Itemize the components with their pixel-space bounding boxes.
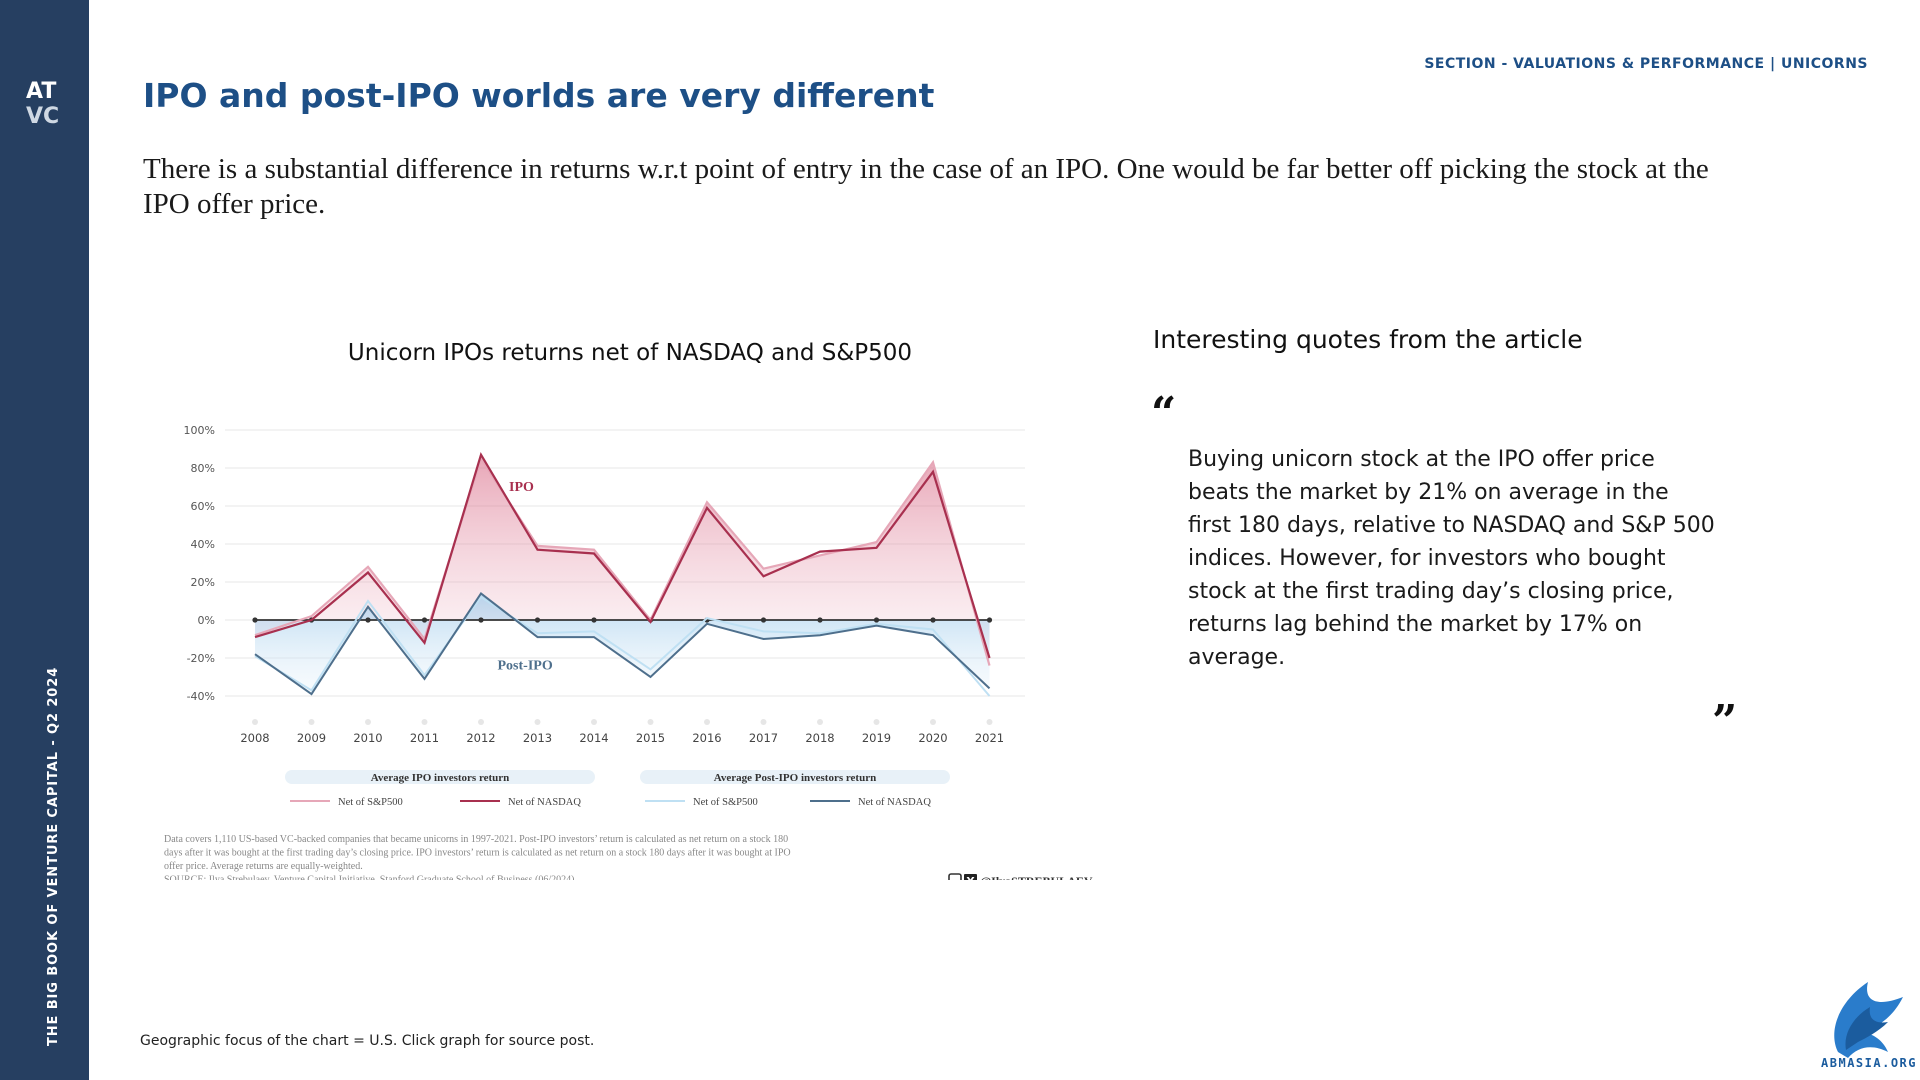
chart-note: days after it was bought at the first tr… (164, 848, 791, 859)
zero-marker (760, 617, 767, 623)
chart-note: offer price. Average returns are equally… (164, 861, 363, 872)
zero-marker (591, 617, 597, 623)
legend-item-label: Net of S&P500 (338, 797, 403, 808)
sidebar: AT VC THE BIG BOOK OF VENTURE CAPITAL - … (0, 0, 89, 1080)
series-post-ipo-net-nasdaq (254, 591, 991, 696)
chart-note: SOURCE: Ilya Strebulaev, Venture Capital… (164, 875, 574, 881)
ipo-area (255, 458, 990, 666)
author-handle: @IlyaSTREBULAEV (980, 874, 1093, 880)
zero-marker (873, 617, 880, 623)
zero-marker (986, 617, 993, 623)
close-quote-icon: ” (1712, 696, 1738, 747)
quotes-heading: Interesting quotes from the article (1153, 325, 1583, 354)
instagram-icon (948, 873, 962, 880)
sidebar-vertical-title: THE BIG BOOK OF VENTURE CAPITAL - Q2 202… (46, 666, 61, 1046)
zero-marker (817, 617, 823, 623)
x-axis-dot (252, 719, 258, 725)
y-tick-label: 100% (184, 424, 215, 437)
x-tick-label: 2008 (240, 731, 269, 745)
zero-marker (421, 617, 428, 623)
quote-text: Buying unicorn stock at the IPO offer pr… (1188, 447, 1715, 670)
x-axis-dot (986, 719, 993, 725)
x-logo-glyph: X (966, 875, 975, 880)
page-title: IPO and post-IPO worlds are very differe… (143, 76, 935, 115)
zero-marker (478, 617, 484, 623)
series-ipo-net-sp500 (254, 455, 991, 666)
x-tick-label: 2017 (749, 731, 778, 745)
x-tick-label: 2011 (410, 731, 439, 745)
y-tick-label: -40% (187, 690, 215, 703)
x-axis-dot (365, 719, 371, 725)
post-ipo-area (255, 593, 990, 695)
x-axis-dot (873, 719, 880, 725)
svg-text:AT: AT (26, 79, 56, 104)
x-tick-label: 2020 (918, 731, 947, 745)
x-axis-dot (534, 719, 541, 725)
legend-item-label: Net of S&P500 (693, 797, 758, 808)
legend-item-label: Net of NASDAQ (508, 797, 581, 808)
x-axis-dot (421, 719, 428, 725)
x-tick-label: 2021 (975, 731, 1004, 745)
atvc-logo-icon: AT VC (26, 79, 59, 128)
zero-marker (534, 617, 541, 623)
x-tick-label: 2009 (297, 731, 326, 745)
x-tick-label: 2013 (523, 731, 552, 745)
x-tick-label: 2019 (862, 731, 891, 745)
series-ipo-net-nasdaq (254, 451, 991, 659)
y-tick-label: 0% (198, 614, 215, 627)
x-tick-label: 2010 (353, 731, 382, 745)
x-axis-dot (704, 719, 710, 725)
x-axis-dot (760, 719, 767, 725)
post-ipo-annotation: Post-IPO (498, 659, 553, 674)
y-tick-label: 60% (191, 500, 215, 513)
x-tick-label: 2016 (692, 731, 721, 745)
y-tick-label: 80% (191, 462, 215, 475)
chart-note: Data covers 1,110 US-based VC-backed com… (164, 834, 788, 845)
brand-text: ABMASIA.ORG (1821, 1056, 1917, 1070)
legend-group-ipo: Average IPO investors return (371, 772, 510, 784)
x-axis-dot (647, 719, 654, 725)
returns-line-chart[interactable]: 100% 80% 60% 40% 20% 0% -20% -40% IPO Post-IPO 200… (160, 400, 1100, 880)
legend-group-bg (285, 770, 595, 784)
x-tick-label: 2012 (466, 731, 495, 745)
chart-title: Unicorn IPOs returns net of NASDAQ and S… (347, 340, 913, 366)
footnote[interactable]: Geographic focus of the chart = U.S. Cli… (140, 1033, 595, 1049)
zero-marker (252, 617, 258, 623)
y-tick-label: 20% (191, 576, 215, 589)
intro-text: There is a substantial difference in ret… (143, 153, 1709, 220)
x-tick-label: 2018 (805, 731, 834, 745)
x-axis-dot (591, 719, 597, 725)
section-label: SECTION - VALUATIONS & PERFORMANCE | UNI… (1424, 56, 1868, 72)
x-axis-dot (930, 719, 936, 725)
legend-item-label: Net of NASDAQ (858, 797, 931, 808)
legend-group-bg (640, 770, 950, 784)
legend-group-post-ipo: Average Post-IPO investors return (714, 772, 876, 784)
svg-text:VC: VC (26, 104, 59, 128)
x-tick-label: 2015 (636, 731, 665, 745)
x-axis-dot (478, 719, 484, 725)
zero-marker (930, 617, 936, 623)
ipo-annotation: IPO (509, 480, 534, 495)
eagle-logo-icon (1834, 982, 1903, 1058)
x-axis-dot (817, 719, 823, 725)
x-tick-label: 2014 (579, 731, 608, 745)
series-post-ipo-net-sp500 (254, 595, 991, 697)
y-tick-label: 40% (191, 538, 215, 551)
zero-marker (365, 617, 371, 623)
y-tick-label: -20% (187, 652, 215, 665)
open-quote-icon: “ (1151, 388, 1177, 439)
x-logo-icon (964, 874, 977, 880)
x-axis-dot (308, 719, 315, 725)
